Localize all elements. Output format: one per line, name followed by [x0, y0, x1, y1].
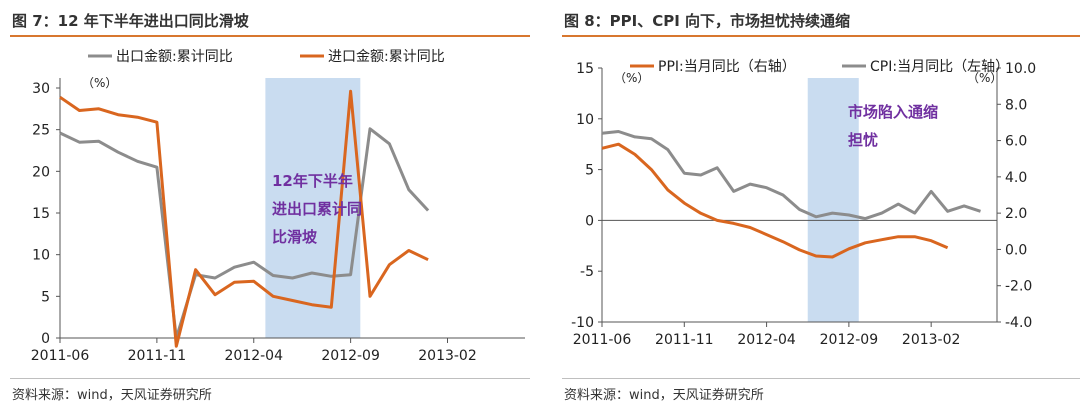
- x-tick-label: 2012-04: [737, 332, 796, 348]
- y-tick-label: 15: [32, 206, 50, 222]
- x-tick-label: 2012-04: [225, 348, 284, 364]
- source-note: 资料来源：wind，天风证券研究所: [564, 388, 764, 403]
- x-tick-label: 2011-11: [128, 348, 187, 364]
- y-unit-label: （%）: [82, 76, 117, 90]
- y-tick-label-right: 10.0: [1005, 61, 1036, 77]
- x-tick-label: 2013-02: [902, 332, 961, 348]
- x-tick-label: 2011-11: [655, 332, 714, 348]
- y-tick-label-right: 8.0: [1005, 97, 1027, 113]
- figure-7-panel: 图 7：12 年下半年进出口同比滑坡 0 5 10 15 20 25 30 （%） 2011-0…: [0, 0, 530, 410]
- y-tick-label: 10: [32, 248, 50, 264]
- series-line-1: [59, 127, 430, 340]
- y-tick-label-right: 0.0: [1005, 242, 1027, 258]
- legend-label-2: 进口金额:累计同比: [328, 49, 445, 65]
- annotation-line-3: 比滑坡: [272, 228, 317, 246]
- ppi-cpi-chart: 15 10 5 0 -5 -10 10.0 8.0 6.0 4.0 2.0 0.0 -2.0 -4.0 （%…: [571, 59, 1036, 348]
- y-tick-label: 25: [32, 123, 50, 139]
- y-tick-label-left: 0: [585, 213, 594, 229]
- y-tick-label-right: 4.0: [1005, 170, 1027, 186]
- y-tick-label-right: 2.0: [1005, 206, 1027, 222]
- y-tick-label-left: -10: [571, 315, 594, 331]
- y-tick-label: 0: [41, 331, 50, 347]
- legend-label-2: CPI:当月同比（左轴）: [870, 59, 1009, 75]
- y-tick-label-left: 10: [576, 112, 594, 128]
- shaded-period: [265, 78, 361, 338]
- x-tick-label: 2012-09: [321, 348, 380, 364]
- x-tick-label: 2012-09: [820, 332, 879, 348]
- figure-title: 图 7：12 年下半年进出口同比滑坡: [12, 12, 249, 30]
- title-rule: [10, 35, 530, 37]
- annotation-line-1: 12年下半年: [272, 172, 353, 190]
- y-tick-label: 20: [32, 164, 50, 180]
- figure-title: 图 8：PPI、CPI 向下，市场担忧持续通缩: [564, 12, 851, 30]
- y-unit-label-left: （%）: [614, 71, 649, 85]
- x-tick-label: 2011-06: [573, 332, 632, 348]
- bottom-rule: [562, 378, 1080, 379]
- annotation-line-2: 担忧: [848, 131, 878, 149]
- y-unit-label-right: （%）: [967, 71, 1002, 85]
- y-tick-label-left: -5: [580, 264, 594, 280]
- x-tick-label: 2011-06: [31, 348, 90, 364]
- series-line-2: [601, 130, 981, 221]
- y-tick-label-right: 6.0: [1005, 134, 1027, 150]
- figure-8-panel: 图 8：PPI、CPI 向下，市场担忧持续通缩 15 10 5 0 -5 -10 10.0 8…: [552, 0, 1080, 410]
- x-tick-label: 2013-02: [418, 348, 477, 364]
- y-tick-label: 5: [41, 289, 50, 305]
- y-tick-label: 30: [32, 81, 50, 97]
- y-tick-label-right: -2.0: [1005, 279, 1032, 295]
- source-note: 资料来源：wind，天风证券研究所: [12, 388, 212, 403]
- annotation-line-2: 进出口累计同: [272, 200, 362, 218]
- legend-label-1: 出口金额:累计同比: [116, 49, 233, 65]
- title-rule: [562, 35, 1080, 37]
- shaded-period: [807, 78, 859, 322]
- export-import-chart: 0 5 10 15 20 25 30 （%） 2011-06 2011-11 2012-04 2012…: [31, 49, 525, 364]
- y-tick-label-left: 5: [585, 163, 594, 179]
- series-line-2: [59, 89, 429, 348]
- legend-label-1: PPI:当月同比（右轴）: [658, 59, 796, 75]
- y-tick-label-right: -4.0: [1005, 315, 1032, 331]
- series-line-1: [601, 142, 949, 259]
- y-tick-label-left: 15: [576, 61, 594, 77]
- bottom-rule: [10, 378, 530, 379]
- annotation-line-1: 市场陷入通缩: [848, 103, 938, 121]
